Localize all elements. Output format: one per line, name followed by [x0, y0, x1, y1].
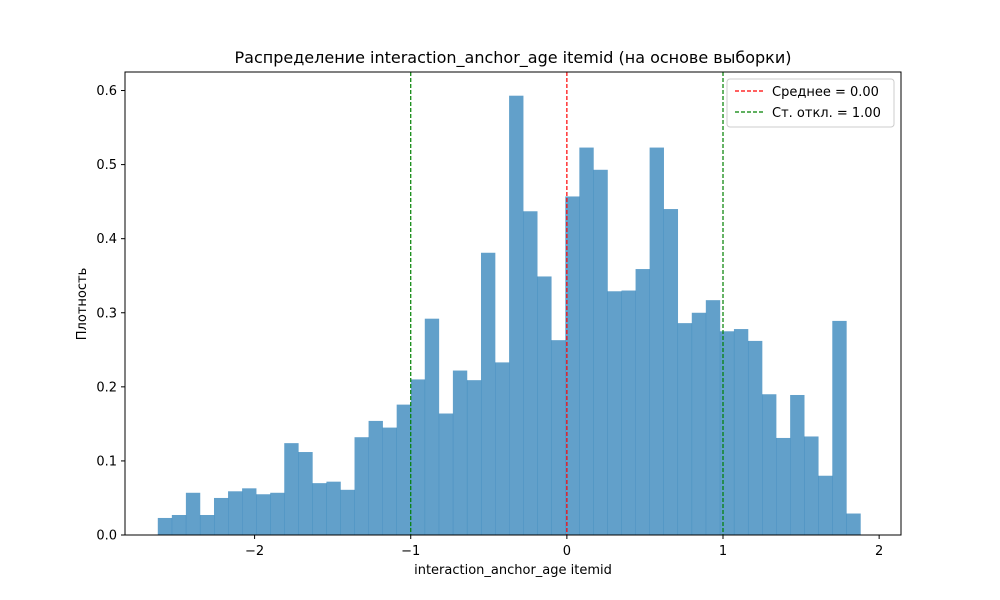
y-tick-label: 0.6 — [96, 84, 117, 99]
histogram-bar — [649, 147, 664, 536]
histogram-bar — [326, 481, 341, 535]
chart-title: Распределение interaction_anchor_age ite… — [235, 48, 792, 68]
histogram-bar — [480, 252, 496, 536]
legend-std-label: Ст. откл. = 1.00 — [772, 106, 881, 121]
x-axis-label: interaction_anchor_age itemid — [414, 563, 612, 578]
histogram-bar — [466, 380, 482, 535]
histogram-bar — [607, 291, 622, 535]
y-tick-label: 0.1 — [96, 454, 117, 469]
histogram-bar — [157, 517, 173, 535]
histogram-bar — [438, 413, 454, 535]
histogram-bar — [579, 147, 594, 536]
histogram-bar — [452, 370, 468, 535]
histogram-bar — [171, 514, 187, 535]
bars-group — [157, 95, 861, 536]
x-tick-label: 1 — [719, 544, 727, 559]
y-tick-label: 0.3 — [96, 306, 117, 321]
y-axis-ticks: 0.0 0.1 0.2 0.3 0.4 0.5 0.6 — [96, 84, 125, 544]
histogram-bar — [635, 269, 650, 535]
y-axis-label: Плотность — [75, 268, 90, 340]
histogram-bar — [354, 437, 369, 535]
histogram-bar — [705, 300, 721, 535]
histogram-bar — [312, 483, 327, 535]
histogram-bar — [185, 492, 201, 535]
histogram-bar — [523, 211, 538, 536]
y-tick-label: 0.4 — [96, 232, 117, 247]
histogram-bar — [270, 492, 285, 535]
histogram-bar — [565, 196, 580, 535]
plot-frame — [124, 71, 902, 536]
histogram-bar — [832, 320, 847, 535]
legend-box — [726, 78, 895, 128]
histogram-bar — [509, 95, 524, 535]
histogram-bar — [804, 436, 819, 535]
histogram-bar — [776, 437, 791, 535]
histogram-bar — [495, 362, 510, 535]
histogram-bar — [228, 491, 243, 535]
histogram-bar — [691, 312, 707, 535]
histogram-bar — [284, 443, 299, 535]
histogram-bar — [213, 497, 229, 535]
histogram-bar — [846, 513, 861, 535]
histogram-bar — [733, 329, 749, 535]
x-tick-label: 2 — [875, 544, 883, 559]
histogram-bar — [593, 169, 608, 536]
histogram-bar — [818, 475, 833, 535]
x-tick-label: 0 — [563, 544, 571, 559]
histogram-bar — [790, 394, 805, 535]
histogram-bar — [424, 318, 440, 535]
histogram-bar — [410, 379, 426, 535]
histogram-bar — [242, 488, 257, 535]
histogram-bar — [340, 489, 355, 535]
histogram-bar — [368, 420, 383, 535]
reference-lines-group — [410, 72, 724, 535]
x-tick-label: −1 — [401, 544, 420, 559]
x-tick-label: −2 — [245, 544, 264, 559]
histogram-bar — [747, 340, 763, 535]
histogram-bar — [719, 331, 735, 535]
histogram-bar — [199, 514, 215, 535]
histogram-bar — [298, 452, 313, 535]
histogram-bar — [551, 340, 566, 535]
histogram-bar — [621, 290, 636, 535]
histogram-bar — [382, 427, 397, 535]
histogram-bar — [256, 494, 271, 535]
x-axis-ticks: −2 −1 0 1 2 — [245, 535, 883, 559]
histogram-bar — [537, 276, 552, 535]
histogram-bar — [396, 404, 412, 535]
legend-mean-label: Среднее = 0.00 — [772, 85, 879, 100]
y-tick-label: 0.0 — [96, 529, 117, 544]
histogram-bar — [677, 323, 693, 535]
y-tick-label: 0.2 — [96, 380, 117, 395]
histogram-bar — [663, 209, 679, 535]
histogram-bar — [762, 394, 777, 535]
legend: Среднее = 0.00 Ст. откл. = 1.00 — [726, 78, 895, 128]
y-tick-label: 0.5 — [96, 158, 117, 173]
